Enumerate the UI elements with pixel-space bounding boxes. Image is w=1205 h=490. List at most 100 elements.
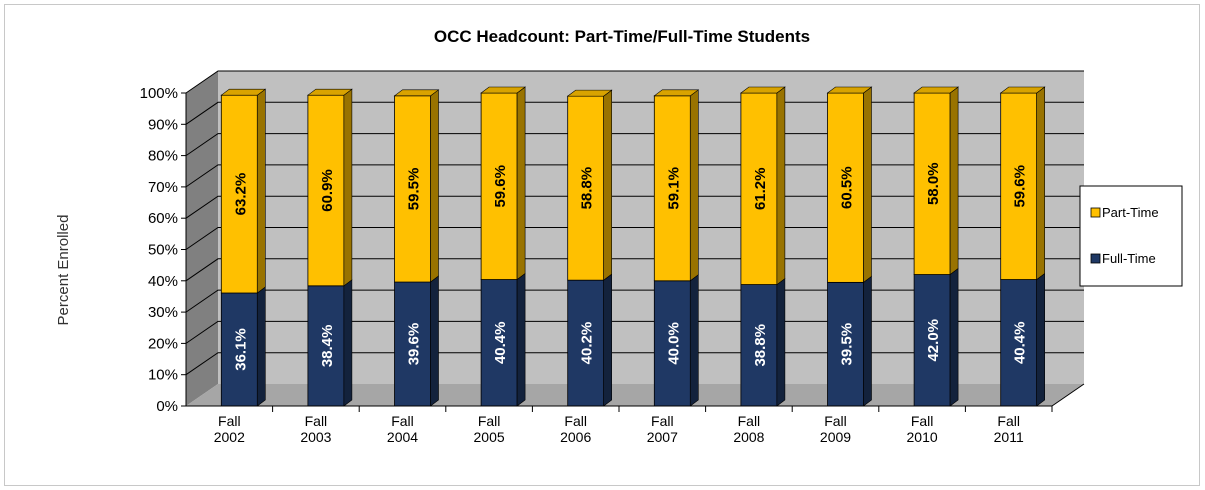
bar-part-time-fall-2004: [394, 95, 431, 283]
y-tick-label: 20%: [148, 335, 178, 352]
data-label-part-time-fall-2009: 60.5%: [839, 166, 856, 209]
bar-part-time-fall-2005: [480, 92, 518, 280]
data-label-full-time-fall-2011: 40.4%: [1012, 322, 1029, 365]
legend-swatch-full-time: [1090, 253, 1101, 264]
bar-full-time-fall-2011: [1000, 279, 1038, 407]
bar-side-full-time-fall-2010: [949, 267, 959, 407]
data-label-full-time-fall-2003: 38.4%: [319, 325, 336, 368]
bar-top-part-time-fall-2003: [306, 88, 353, 96]
gridline: [185, 352, 1084, 376]
bar-side-part-time-fall-2011: [1036, 86, 1045, 281]
bar-side-part-time-fall-2005: [516, 86, 526, 281]
y-tick-label: 100%: [140, 85, 178, 102]
bar-side-full-time-fall-2003: [343, 279, 353, 407]
axes: 0% 10% 20% 30% 40% 50% 60% 70% 80% 90% 100% Fall 200…: [140, 85, 1085, 445]
data-label-part-time-fall-2002: 63.2%: [232, 173, 249, 216]
bar-full-time-fall-2003: [307, 285, 345, 407]
x-tick-label-fall-2007: Fall 2007: [647, 413, 678, 445]
y-tick-label: 30%: [148, 304, 178, 321]
data-label-full-time-fall-2009: 39.5%: [839, 323, 856, 366]
y-tick-label: 0%: [156, 398, 178, 415]
x-tick-label-fall-2002: Fall 2002: [214, 413, 245, 445]
bar-top-part-time-fall-2005: [480, 86, 526, 94]
gridline: [185, 289, 1084, 313]
bar-top-part-time-fall-2008: [740, 86, 786, 94]
legend-label-part-time: Part-Time: [1102, 205, 1159, 220]
x-tick-label-fall-2008: Fall 2008: [733, 413, 764, 445]
bar-side-full-time-fall-2002: [256, 286, 266, 407]
gridline: [185, 258, 1084, 282]
y-tick-label: 60%: [148, 210, 178, 227]
bar-side-part-time-fall-2010: [949, 86, 959, 276]
legend-label-full-time: Full-Time: [1102, 251, 1156, 266]
data-labels: 36.1% 63.2% 38.4% 60.9% 39.6% 59.5% 40.4% 59.6%…: [232, 162, 1028, 370]
bar-full-time-fall-2005: [480, 279, 518, 407]
data-label-full-time-fall-2002: 36.1%: [232, 328, 249, 371]
x-tick-label-fall-2003: Fall 2003: [300, 413, 331, 445]
bar-top-part-time-fall-2009: [826, 86, 873, 94]
floor-edge: [1051, 383, 1085, 407]
y-tick-label: 40%: [148, 273, 178, 290]
data-label-part-time-fall-2006: 58.8%: [579, 167, 596, 210]
gridline: [185, 227, 1084, 250]
bar-top-part-time-fall-2011: [999, 86, 1046, 94]
bar-full-time-fall-2006: [567, 279, 605, 407]
bar-full-time-fall-2007: [653, 280, 691, 407]
x-tick-label-fall-2006: Fall 2006: [560, 413, 591, 445]
bar-side-part-time-fall-2002: [256, 88, 266, 294]
data-label-part-time-fall-2011: 59.6%: [1012, 165, 1029, 208]
data-label-part-time-fall-2010: 58.0%: [925, 162, 942, 205]
data-label-part-time-fall-2008: 61.2%: [752, 168, 769, 211]
bar-side-full-time-fall-2007: [689, 274, 699, 407]
gridline: [185, 320, 1084, 344]
bar-side-part-time-fall-2008: [776, 86, 786, 286]
data-label-full-time-fall-2004: 39.6%: [406, 323, 423, 366]
y-tick-label: 50%: [148, 242, 178, 259]
bar-top-part-time-fall-2002: [220, 88, 267, 96]
data-label-full-time-fall-2006: 40.2%: [579, 322, 596, 365]
data-label-part-time-fall-2004: 59.5%: [406, 168, 423, 211]
bar-top-part-time-fall-2004: [393, 89, 440, 97]
bar-side-full-time-fall-2009: [863, 275, 872, 407]
data-label-part-time-fall-2007: 59.1%: [665, 167, 682, 210]
bar-part-time-fall-2008: [740, 92, 778, 285]
legend-box: [1079, 185, 1183, 287]
gridline: [185, 101, 1084, 125]
data-label-part-time-fall-2005: 59.6%: [492, 165, 509, 208]
x-tick-label-fall-2005: Fall 2005: [474, 413, 505, 445]
gridline: [185, 70, 1084, 94]
gridline: [185, 133, 1084, 157]
x-tick-label-fall-2010: Fall 2010: [907, 413, 938, 445]
legend-swatch-part-time: [1090, 207, 1101, 218]
x-tick-label-fall-2011: Fall 2011: [994, 413, 1024, 445]
bar-part-time-fall-2002: [220, 94, 258, 294]
bar-side-part-time-fall-2003: [343, 88, 353, 287]
bars: [220, 86, 1046, 407]
data-label-part-time-fall-2003: 60.9%: [319, 169, 336, 212]
y-tick-label: 70%: [148, 179, 178, 196]
bar-side-full-time-fall-2005: [516, 272, 526, 407]
x-tick-label-fall-2004: Fall 2004: [387, 413, 418, 445]
legend: Part-Time Full-Time: [1079, 185, 1183, 287]
x-tick-label-fall-2009: Fall 2009: [820, 413, 851, 445]
bar-side-part-time-fall-2006: [603, 89, 613, 281]
gridline: [185, 164, 1084, 188]
gridline: [185, 195, 1084, 219]
bar-side-full-time-fall-2011: [1036, 272, 1045, 407]
y-tick-label: 10%: [148, 367, 178, 384]
data-label-full-time-fall-2007: 40.0%: [665, 322, 682, 365]
bar-side-part-time-fall-2009: [863, 86, 872, 283]
bar-side-full-time-fall-2006: [603, 273, 613, 407]
bar-top-part-time-fall-2006: [566, 89, 613, 97]
bar-side-part-time-fall-2007: [689, 89, 699, 282]
bar-part-time-fall-2006: [567, 95, 605, 281]
bar-full-time-fall-2009: [827, 281, 864, 407]
y-tick-label: 80%: [148, 148, 178, 165]
bar-side-full-time-fall-2004: [430, 275, 439, 407]
bar-top-part-time-fall-2007: [653, 89, 700, 97]
gridlines: [185, 70, 1084, 376]
data-label-full-time-fall-2010: 42.0%: [925, 319, 942, 362]
chart-title: OCC Headcount: Part-Time/Full-Time Stude…: [434, 27, 810, 46]
data-label-full-time-fall-2008: 38.8%: [752, 324, 769, 367]
